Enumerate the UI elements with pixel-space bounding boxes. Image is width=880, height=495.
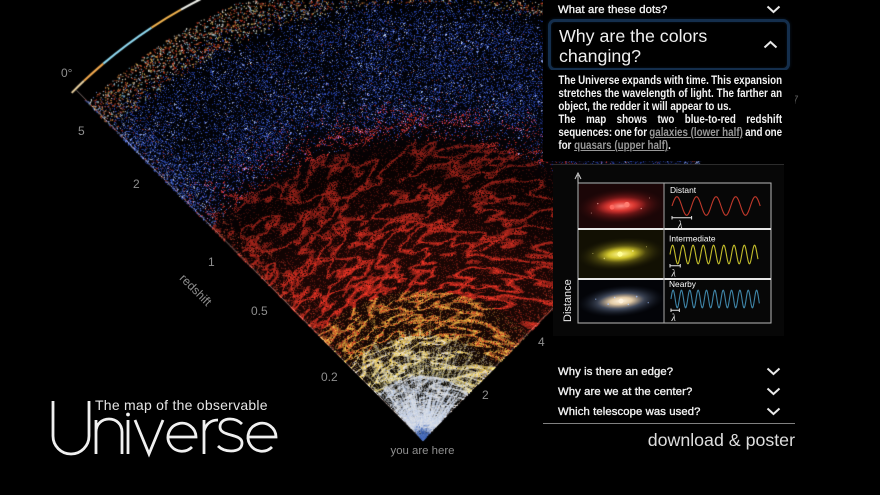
svg-text:Intermediate: Intermediate bbox=[669, 234, 716, 244]
svg-text:Distance: Distance bbox=[562, 279, 574, 322]
svg-text:λ: λ bbox=[671, 313, 677, 324]
svg-text:Distant: Distant bbox=[670, 185, 697, 195]
svg-text:λ: λ bbox=[671, 269, 677, 280]
svg-text:λ: λ bbox=[677, 220, 683, 231]
svg-text:Nearby: Nearby bbox=[669, 279, 697, 289]
